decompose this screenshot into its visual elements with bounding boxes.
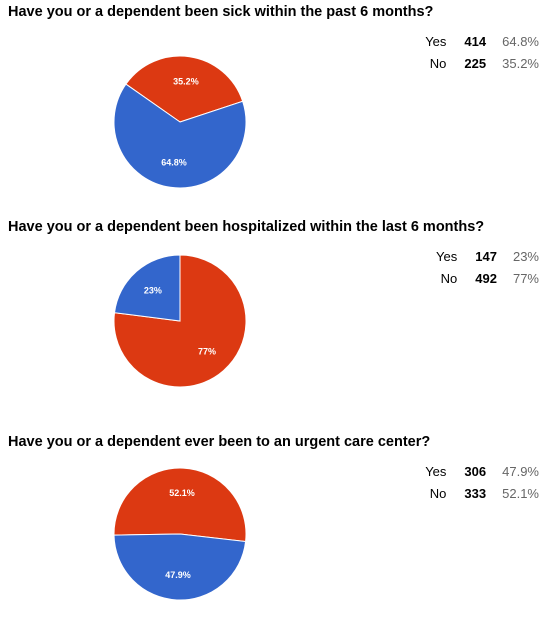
- answer-percent: 64.8%: [502, 33, 539, 49]
- pie-chart: 52.1% 47.9%: [113, 467, 247, 601]
- slice-percent-label: 52.1%: [169, 488, 195, 498]
- answer-percent: 77%: [512, 270, 539, 286]
- response-stats: Yes 414 64.8% No 225 35.2%: [425, 30, 539, 74]
- pie-slice-yes: [113, 83, 247, 189]
- answer-label: No: [429, 55, 447, 71]
- pie-slice-no: [113, 254, 247, 388]
- slice-percent-label: 47.9%: [165, 570, 191, 580]
- stat-row-no: No 492 77%: [436, 267, 539, 289]
- answer-label: Yes: [425, 33, 447, 49]
- answer-percent: 47.9%: [502, 463, 539, 479]
- answer-count: 225: [464, 55, 487, 71]
- answer-label: No: [429, 485, 447, 501]
- pie-slice-no: [113, 467, 247, 543]
- stat-row-yes: Yes 306 47.9%: [425, 460, 539, 482]
- question-title: Have you or a dependent been hospitalize…: [8, 219, 485, 235]
- pie-slice-yes: [113, 533, 247, 601]
- survey-question-3: Have you or a dependent ever been to an …: [0, 430, 551, 635]
- pie-slice-yes: [113, 254, 181, 322]
- response-stats: Yes 306 47.9% No 333 52.1%: [425, 460, 539, 504]
- pie-chart: 35.2% 64.8%: [113, 55, 247, 189]
- answer-count: 492: [475, 270, 497, 286]
- answer-count: 414: [464, 33, 487, 49]
- survey-question-2: Have you or a dependent been hospitalize…: [0, 215, 551, 420]
- survey-question-1: Have you or a dependent been sick within…: [0, 0, 551, 205]
- pie-slice-no: [125, 55, 244, 123]
- slice-percent-label: 64.8%: [161, 157, 187, 167]
- answer-count: 147: [475, 248, 497, 264]
- answer-count: 333: [464, 485, 487, 501]
- slice-percent-label: 77%: [198, 347, 216, 357]
- slice-percent-label: 23%: [144, 285, 162, 295]
- answer-percent: 52.1%: [502, 485, 539, 501]
- stat-row-yes: Yes 414 64.8%: [425, 30, 539, 52]
- answer-label: Yes: [436, 248, 458, 264]
- response-stats: Yes 147 23% No 492 77%: [436, 245, 539, 289]
- slice-percent-label: 35.2%: [173, 77, 199, 87]
- pie-chart: 77% 23%: [113, 254, 247, 388]
- question-title: Have you or a dependent ever been to an …: [8, 434, 431, 450]
- stat-row-no: No 225 35.2%: [425, 52, 539, 74]
- stat-row-no: No 333 52.1%: [425, 482, 539, 504]
- answer-percent: 35.2%: [502, 55, 539, 71]
- answer-label: Yes: [425, 463, 447, 479]
- question-title: Have you or a dependent been sick within…: [8, 4, 434, 20]
- answer-label: No: [440, 270, 458, 286]
- answer-count: 306: [464, 463, 487, 479]
- answer-percent: 23%: [512, 248, 539, 264]
- stat-row-yes: Yes 147 23%: [436, 245, 539, 267]
